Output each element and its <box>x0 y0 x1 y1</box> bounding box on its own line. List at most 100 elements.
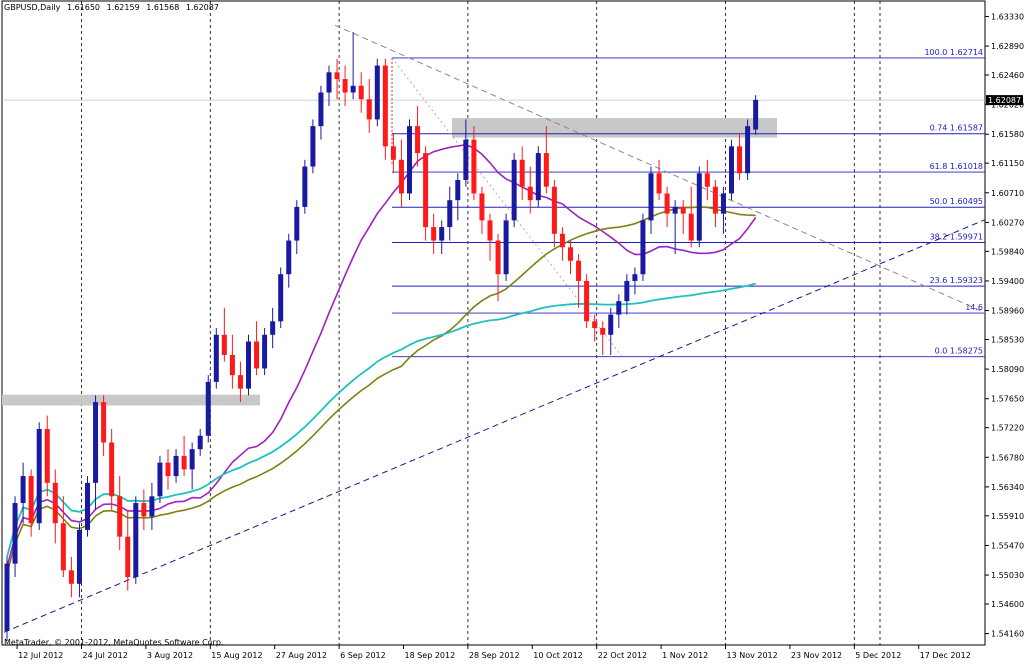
bull-candle-body <box>632 274 638 281</box>
bear-candle-body <box>101 402 107 443</box>
bear-candle-body <box>519 159 525 187</box>
price-tick-label: 1.59840 <box>991 247 1024 256</box>
open-value: 1.61650 <box>66 3 101 12</box>
bull-candle-body <box>407 126 412 194</box>
price-tick-label: 1.59400 <box>991 277 1024 286</box>
bull-candle-body <box>197 435 203 450</box>
date-tick-label: 22 Oct 2012 <box>598 651 647 660</box>
price-tick-label: 1.55910 <box>991 512 1024 521</box>
bear-candle-body <box>600 328 606 335</box>
fib-level-label: 23.6 1.59323 <box>930 276 983 285</box>
date-tick-label: 18 Sep 2012 <box>405 651 456 660</box>
descending-trendline <box>334 24 986 314</box>
bull-candle-body <box>294 206 300 241</box>
bear-candle-body <box>471 139 477 194</box>
bull-candle-body <box>326 72 332 93</box>
price-tick-label: 1.55470 <box>991 541 1024 550</box>
bull-candle-body <box>133 503 139 578</box>
bear-candle-body <box>584 280 590 322</box>
bear-candle-body <box>390 146 396 160</box>
price-tick-label: 1.58960 <box>991 307 1024 316</box>
fib-level-label: 0.0 1.58275 <box>935 347 983 356</box>
price-tick-label: 1.57650 <box>991 395 1024 404</box>
bear-candle-body <box>592 321 598 329</box>
date-tick-label: 12 Jul 2012 <box>18 651 63 660</box>
date-tick-label: 15 Aug 2012 <box>211 651 262 660</box>
price-tick-label: 1.60270 <box>991 218 1024 227</box>
price-tick-label: 1.57220 <box>991 424 1024 433</box>
date-tick-label: 27 Aug 2012 <box>276 651 327 660</box>
bull-candle-body <box>624 280 630 302</box>
bull-candle-body <box>350 85 356 93</box>
bear-candle-body <box>141 503 147 517</box>
bear-candle-body <box>52 482 58 524</box>
symbol-label: GBPUSD,Daily <box>4 3 61 12</box>
ascending-trendline <box>3 219 986 633</box>
price-tick-label: 1.61580 <box>991 130 1024 139</box>
bear-candle-body <box>680 206 686 214</box>
bull-candle-body <box>149 496 155 517</box>
bear-candle-body <box>479 193 485 221</box>
bear-candle-body <box>125 536 131 578</box>
bull-candle-body <box>36 429 42 524</box>
low-value: 1.61568 <box>146 3 180 12</box>
bear-candle-body <box>109 442 115 497</box>
bear-candle-body <box>495 240 501 275</box>
fib-level-label: 14.6 <box>965 303 983 312</box>
price-tick-label: 1.56340 <box>991 483 1024 492</box>
resistance-zone <box>452 118 777 138</box>
support-zone <box>2 394 260 406</box>
bull-candle-body <box>729 146 734 194</box>
bull-candle-body <box>262 334 268 369</box>
bear-candle-body <box>366 99 372 120</box>
bear-candle-body <box>656 173 662 194</box>
bull-candle-body <box>745 126 751 174</box>
bull-candle-body <box>672 206 678 214</box>
price-tick-label: 1.63330 <box>991 12 1024 21</box>
plot-frame <box>1 0 986 646</box>
price-tick-label: 1.60710 <box>991 189 1024 198</box>
bear-candle-body <box>221 334 227 355</box>
bull-candle-body <box>93 402 99 483</box>
bear-candle-body <box>334 72 340 80</box>
bear-candle-body <box>737 146 743 174</box>
bull-candle-body <box>455 179 461 201</box>
fib-level-label: 50.0 1.60495 <box>930 197 983 206</box>
bull-candle-body <box>76 529 82 584</box>
bear-candle-body <box>382 65 388 147</box>
bull-candle-body <box>173 455 179 477</box>
bull-candle-body <box>85 482 90 530</box>
bear-candle-body <box>415 126 421 154</box>
candles <box>4 31 759 641</box>
date-tick-label: 10 Oct 2012 <box>533 651 582 660</box>
price-tick-label: 1.55030 <box>991 571 1024 580</box>
bear-candle-body <box>576 260 582 281</box>
price-tick-label: 1.62460 <box>991 71 1024 80</box>
bear-candle-body <box>254 341 260 369</box>
bull-candle-body <box>616 301 622 315</box>
bear-candle-body <box>704 173 710 187</box>
date-tick-label: 23 Nov 2012 <box>791 651 842 660</box>
bear-candle-body <box>181 455 187 470</box>
bear-candle-body <box>487 220 493 241</box>
bear-candle-body <box>543 153 549 187</box>
current-price-tag <box>986 95 1023 106</box>
date-tick-label: 17 Dec 2012 <box>920 651 971 660</box>
bull-candle-body <box>374 65 380 120</box>
price-axis: 1.63330 1.62890 1.62460 1.62020 1.61580 1.611… <box>985 12 1024 639</box>
bull-candle-body <box>189 449 195 470</box>
bull-candle-body <box>318 92 324 127</box>
bull-candle-body <box>535 153 541 201</box>
moving-average-mid <box>6 206 756 574</box>
date-tick-label: 3 Aug 2012 <box>147 651 193 660</box>
price-tick-label: 1.54160 <box>991 630 1024 639</box>
bear-candle-body <box>165 462 171 477</box>
bear-candle-body <box>229 354 235 376</box>
bear-candle-body <box>28 476 34 524</box>
bull-candle-body <box>20 476 26 504</box>
bull-candle-body <box>608 314 614 335</box>
bull-candle-body <box>246 341 251 389</box>
date-tick-label: 28 Sep 2012 <box>469 651 520 660</box>
bull-candle-body <box>213 334 219 382</box>
